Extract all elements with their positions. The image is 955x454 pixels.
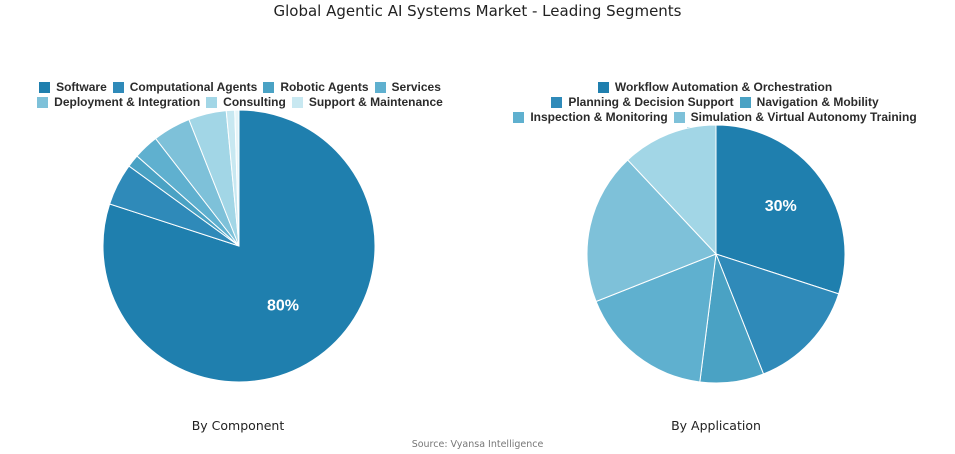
pie-slice-planning-and-decision-support (715, 253, 840, 375)
legend-label: Software (56, 80, 107, 94)
component-caption: By Component (191, 418, 285, 433)
legend-label: Simulation & Virtual Autonomy Training (690, 110, 917, 124)
legend-item-services: Services (374, 80, 441, 94)
pie-slice-others (626, 124, 717, 256)
chart-title: Global Agentic AI Systems Market - Leadi… (273, 2, 682, 20)
legend-swatch (739, 96, 751, 108)
source-note: Source: Vyansa Intelligence (411, 439, 544, 450)
legend-item-deployment-and-integration: Deployment & Integration (37, 95, 200, 109)
legend-item-computational-agents: Computational Agents (112, 80, 258, 94)
legend-label: Inspection & Monitoring (530, 110, 668, 124)
legend-label: Support & Maintenance (308, 95, 443, 109)
legend-item-simulation-and-virtual-autonomy-training: Simulation & Virtual Autonomy Training (673, 110, 917, 124)
pie-slice-inspection-and-monitoring (595, 253, 717, 383)
component-legend: Software Computational Agents Robotic Agen… (10, 80, 470, 124)
pie-slice-workflow-automation-and-orchestration (715, 124, 846, 295)
legend-swatch (513, 111, 525, 123)
legend-label: Planning & Decision Support (568, 95, 734, 109)
legend-label: Consulting (223, 95, 286, 109)
pie-slice-others (234, 109, 240, 247)
legend-label: Services (391, 80, 441, 94)
legend-swatch (206, 96, 218, 108)
legend-swatch (37, 96, 49, 108)
legend-swatch (39, 81, 51, 93)
legend-item-navigation-and-mobility: Navigation & Mobility (739, 95, 879, 109)
legend-swatch (291, 96, 303, 108)
legend-item-consulting: Consulting (206, 95, 286, 109)
component-pie-chart: 80% (102, 109, 376, 383)
legend-swatch (374, 81, 386, 93)
legend-label: Computational Agents (129, 80, 258, 94)
legend-item-planning-and-decision-support: Planning & Decision Support (551, 95, 734, 109)
legend-swatch (112, 81, 124, 93)
legend-item-software: Software (39, 80, 107, 94)
legend-swatch (673, 111, 685, 123)
legend-swatch (263, 81, 275, 93)
data-label-software: 80% (267, 298, 299, 315)
legend-item-workflow-automation-and-orchestration: Workflow Automation & Orchestration (597, 80, 833, 94)
legend-item-inspection-and-monitoring: Inspection & Monitoring (513, 110, 668, 124)
application-caption: By Application (671, 418, 761, 433)
application-pie-chart: 30% (586, 124, 846, 384)
pie-slice-simulation-and-virtual-autonomy-training (586, 159, 717, 303)
legend-swatch (597, 81, 609, 93)
legend-label: Robotic Agents (280, 80, 369, 94)
data-label-workflow-automation-and-orchestration: 30% (765, 198, 797, 215)
legend-swatch (551, 96, 563, 108)
legend-label: Workflow Automation & Orchestration (614, 80, 833, 94)
legend-label: Deployment & Integration (54, 95, 201, 109)
legend-item-robotic-agents: Robotic Agents (263, 80, 369, 94)
legend-item-support-and-maintenance: Support & Maintenance (291, 95, 443, 109)
legend-label: Navigation & Mobility (756, 95, 879, 109)
